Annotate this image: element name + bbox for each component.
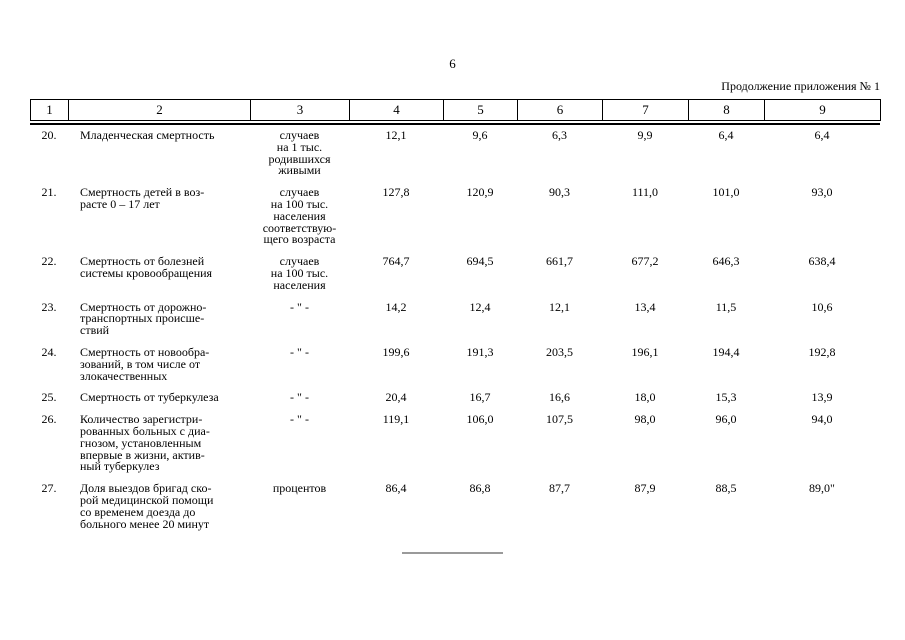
row-unit: случаев на 100 тыс. населения [270, 254, 329, 292]
row-value: 14,2 [385, 299, 407, 314]
continuation-note: Продолжение приложения № 1 [721, 79, 880, 93]
row-value: 87,7 [549, 481, 570, 496]
row-unit: процентов [272, 481, 327, 496]
footnote-rule [402, 552, 503, 554]
row-value: 9,9 [637, 128, 653, 142]
row-number: 27. [41, 481, 57, 496]
row-value: 12,4 [469, 299, 491, 314]
row-indicator-name: Младенческая смертность [80, 128, 215, 142]
row-value: 111,0 [631, 185, 659, 200]
row-value: 93,0 [811, 185, 833, 200]
row-value: 661,7 [546, 254, 573, 269]
row-value: 13,4 [634, 299, 656, 314]
table-row: 22. Смертность от болезней системы кровоо… [30, 254, 880, 301]
row-value: 12,1 [385, 128, 407, 142]
row-value: 120,9 [466, 185, 494, 200]
row-value: 86,8 [469, 481, 491, 496]
row-indicator-name: Смертность от туберкулеза [80, 390, 219, 405]
row-indicator-name: Смертность от новообра- зований, в том ч… [80, 344, 210, 383]
row-value: 15,3 [715, 390, 737, 405]
row-unit: случаев на 100 тыс. населения соответств… [262, 185, 337, 247]
row-unit: - " - [290, 412, 309, 427]
row-indicator-name: Смертность детей в воз- расте 0 – 17 лет [80, 185, 205, 211]
row-value: 9,6 [472, 128, 488, 142]
row-value: 107,5 [546, 412, 573, 427]
row-value: 106,0 [466, 412, 494, 427]
row-value: 191,3 [466, 344, 494, 359]
row-indicator-name: Смертность от дорожно- транспортных прои… [80, 299, 207, 338]
row-value: 6,3 [552, 128, 567, 142]
indicators-table: 20. Младенческая смертность случаев на 1 т… [30, 128, 880, 540]
row-indicator-name: Количество зарегистри- рованных больных … [80, 412, 210, 474]
table-row: 20. Младенческая смертность случаев на 1 т… [30, 128, 880, 187]
row-unit: - " - [290, 299, 309, 314]
header-cell: 9 [764, 99, 881, 121]
row-value: 90,3 [549, 185, 570, 200]
table-body: 20. Младенческая смертность случаев на 1 т… [30, 128, 880, 540]
row-value: 18,0 [634, 390, 656, 405]
row-unit: - " - [290, 390, 309, 405]
row-value: 10,6 [811, 299, 833, 314]
table-row: 25. Смертность от туберкулеза - " - 20,4 16,… [30, 390, 880, 414]
row-value: 101,0 [712, 185, 740, 200]
row-value: 13,9 [811, 390, 833, 405]
row-value: 16,6 [549, 390, 570, 405]
row-number: 23. [41, 299, 57, 314]
table-row: 23. Смертность от дорожно- транспортных п… [30, 299, 880, 347]
row-value: 86,4 [385, 481, 407, 496]
row-value: 764,7 [382, 254, 410, 269]
row-value: 646,3 [712, 254, 740, 269]
row-unit: случаев на 1 тыс. родившихся живыми [268, 128, 331, 178]
row-number: 26. [41, 412, 57, 427]
row-number: 21. [41, 185, 57, 200]
row-value: 12,1 [549, 299, 570, 314]
header-cell: 5 [443, 99, 518, 121]
row-unit: - " - [290, 344, 309, 359]
row-number: 20. [41, 128, 57, 142]
row-value: 192,8 [808, 344, 836, 359]
header-cell: 3 [250, 99, 350, 121]
row-value: 16,7 [469, 390, 491, 405]
page-number: 6 [449, 56, 456, 71]
row-number: 22. [41, 254, 57, 269]
row-value: 203,5 [546, 344, 573, 359]
row-number: 24. [41, 344, 57, 359]
row-value: 196,1 [631, 344, 659, 359]
header-cell: 2 [68, 99, 251, 121]
row-value: 694,5 [466, 254, 494, 269]
row-value: 677,2 [631, 254, 659, 269]
row-value: 94,0 [811, 412, 833, 427]
row-value: 194,4 [712, 344, 740, 359]
row-value: 6,4 [718, 128, 734, 142]
row-value: 87,9 [634, 481, 656, 496]
table-row: 26. Количество зарегистри- рованных больн… [30, 412, 880, 483]
header-cell: 1 [30, 99, 69, 121]
header-cell: 6 [517, 99, 603, 121]
row-value: 96,0 [715, 412, 737, 427]
header-cell: 8 [688, 99, 765, 121]
row-value: 11,5 [715, 299, 737, 314]
row-value: 6,4 [814, 128, 830, 142]
row-indicator-name: Смертность от болезней системы кровообра… [80, 254, 213, 280]
row-value: 119,1 [382, 412, 410, 427]
row-value: 98,0 [634, 412, 656, 427]
header-cell: 7 [602, 99, 689, 121]
row-value: 20,4 [385, 390, 407, 405]
table-row: 27. Доля выездов бригад ско- рой медицинс… [30, 481, 880, 540]
row-indicator-name: Доля выездов бригад ско- рой медицинской… [80, 481, 214, 531]
row-number: 25. [41, 390, 57, 405]
row-value: 89,0" [809, 481, 835, 496]
header-row: 1 2 3 4 5 6 7 8 9 [30, 99, 881, 121]
header-cell: 4 [349, 99, 444, 121]
table-row: 21. Смертность детей в воз- расте 0 – 17 … [30, 185, 880, 256]
row-value: 88,5 [715, 481, 737, 496]
row-value: 127,8 [382, 185, 410, 200]
row-value: 638,4 [808, 254, 836, 269]
row-value: 199,6 [382, 344, 410, 359]
table-column-header: 1 2 3 4 5 6 7 8 9 [30, 99, 881, 121]
header-bottom-rule [30, 123, 880, 125]
table-row: 24. Смертность от новообра- зований, в то… [30, 344, 880, 392]
